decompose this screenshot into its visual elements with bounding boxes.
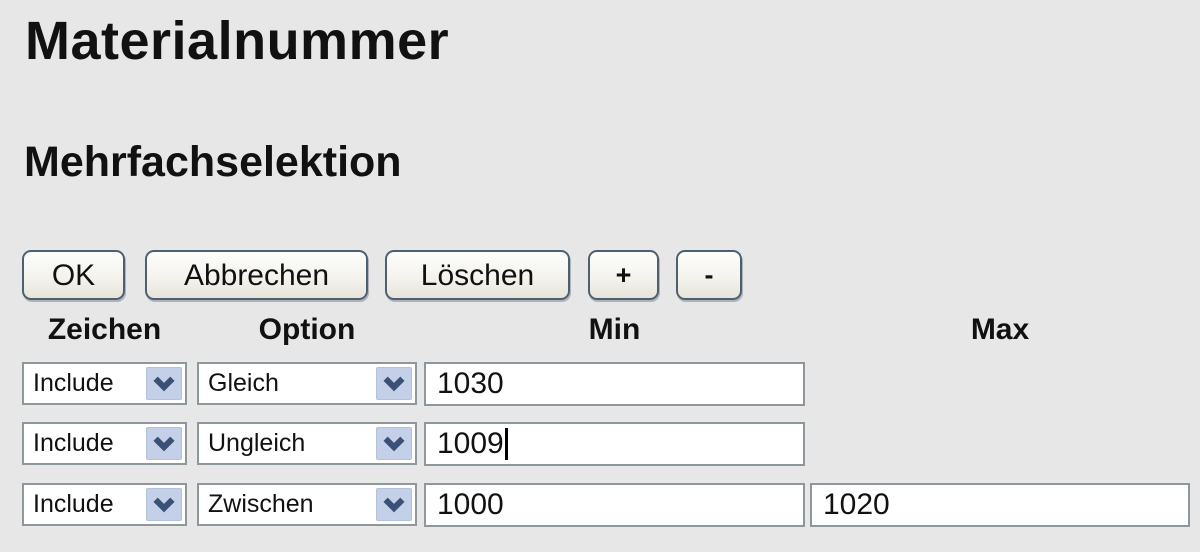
min-input[interactable]: 1030 xyxy=(424,362,805,406)
max-input-value: 1020 xyxy=(823,488,890,521)
add-row-button[interactable]: + xyxy=(588,250,659,300)
section-title: Mehrfachselektion xyxy=(24,138,402,186)
max-input[interactable]: 1020 xyxy=(810,483,1190,527)
option-select[interactable]: Gleich xyxy=(197,362,417,405)
min-input-value: 1030 xyxy=(437,367,504,400)
column-header-min: Min xyxy=(588,313,641,346)
chevron-down-icon[interactable] xyxy=(376,427,412,460)
zeichen-select[interactable]: Include xyxy=(22,422,187,465)
chevron-down-icon[interactable] xyxy=(376,488,412,521)
chevron-down-icon[interactable] xyxy=(146,488,182,521)
column-header-max: Max xyxy=(970,313,1030,346)
cancel-button[interactable]: Abbrechen xyxy=(145,250,368,300)
ok-button[interactable]: OK xyxy=(22,250,125,300)
column-header-option: Option xyxy=(258,313,356,346)
option-select-value: Zwischen xyxy=(208,490,314,518)
option-select-value: Ungleich xyxy=(208,429,306,457)
chevron-down-icon[interactable] xyxy=(146,427,182,460)
text-caret xyxy=(504,428,508,460)
zeichen-select-value: Include xyxy=(33,490,114,518)
option-select[interactable]: Ungleich xyxy=(197,422,417,465)
zeichen-select[interactable]: Include xyxy=(22,362,187,405)
min-input[interactable]: 1000 xyxy=(424,483,805,527)
remove-row-button[interactable]: - xyxy=(676,250,742,300)
column-header-zeichen: Zeichen xyxy=(47,313,162,346)
option-select-value: Gleich xyxy=(208,369,279,397)
page-title: Materialnummer xyxy=(25,11,450,71)
option-select[interactable]: Zwischen xyxy=(197,483,417,526)
delete-button[interactable]: Löschen xyxy=(385,250,570,300)
min-input-value: 1000 xyxy=(437,488,504,521)
min-input-value: 1009 xyxy=(437,427,504,460)
chevron-down-icon[interactable] xyxy=(376,367,412,400)
chevron-down-icon[interactable] xyxy=(146,367,182,400)
zeichen-select[interactable]: Include xyxy=(22,483,187,526)
zeichen-select-value: Include xyxy=(33,369,114,397)
min-input[interactable]: 1009 xyxy=(424,422,805,466)
zeichen-select-value: Include xyxy=(33,429,114,457)
